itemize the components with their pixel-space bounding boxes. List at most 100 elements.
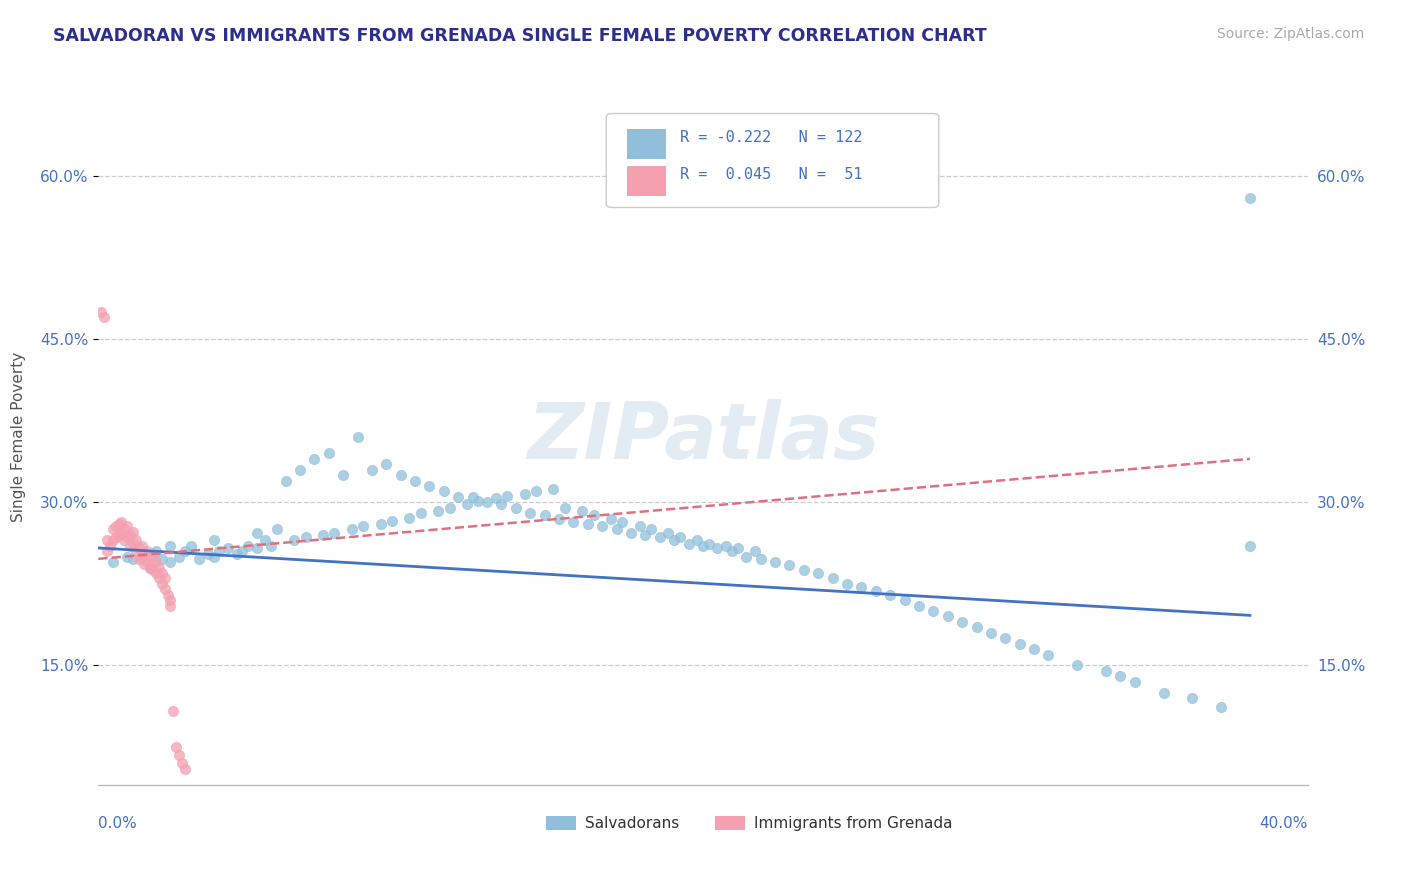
Point [139, 560, 162, 574]
Point [576, 516, 599, 531]
Point [893, 593, 915, 607]
Point [582, 508, 605, 523]
Point [101, 555, 124, 569]
Point [145, 566, 167, 580]
Point [571, 504, 593, 518]
Point [749, 551, 772, 566]
Text: Salvadorans: Salvadorans [585, 815, 679, 830]
Point [491, 498, 513, 512]
Point [381, 514, 404, 528]
Point [170, 756, 193, 771]
Point [197, 548, 219, 562]
Point [167, 747, 190, 762]
Point [312, 528, 335, 542]
Point [714, 539, 737, 553]
Point [851, 580, 873, 594]
Point [173, 762, 195, 776]
FancyBboxPatch shape [716, 816, 745, 830]
Point [513, 486, 536, 500]
Point [389, 468, 412, 483]
Point [148, 571, 170, 585]
Point [543, 482, 565, 496]
Point [352, 519, 374, 533]
Point [165, 739, 187, 754]
Point [562, 515, 585, 529]
Point [657, 525, 679, 540]
Point [678, 536, 700, 550]
Point [125, 544, 148, 558]
Point [922, 604, 945, 618]
Point [110, 525, 132, 540]
Point [134, 546, 156, 560]
Point [107, 528, 129, 542]
Y-axis label: Single Female Poverty: Single Female Poverty [11, 352, 27, 522]
Point [1095, 664, 1118, 678]
Point [1211, 699, 1233, 714]
Point [456, 498, 478, 512]
Point [104, 519, 127, 533]
Point [274, 474, 297, 488]
Point [524, 484, 547, 499]
Point [439, 500, 461, 515]
Point [283, 533, 305, 548]
Point [122, 535, 145, 549]
Point [107, 516, 129, 531]
Point [112, 523, 135, 537]
Point [720, 544, 742, 558]
Point [128, 541, 150, 555]
Point [139, 560, 162, 574]
Point [150, 551, 173, 566]
Point [122, 551, 145, 566]
Point [115, 519, 138, 533]
Point [159, 599, 181, 613]
Point [950, 615, 973, 629]
Point [418, 479, 440, 493]
Point [120, 528, 142, 542]
FancyBboxPatch shape [546, 816, 576, 830]
Point [404, 474, 426, 488]
Point [554, 500, 576, 515]
Point [835, 577, 858, 591]
Point [346, 430, 368, 444]
Text: R =  0.045   N =  51: R = 0.045 N = 51 [681, 168, 862, 182]
Point [254, 533, 277, 548]
Point [122, 524, 145, 539]
Point [150, 577, 173, 591]
Text: 0.0%: 0.0% [98, 816, 138, 831]
Point [706, 541, 728, 555]
Point [1123, 674, 1146, 689]
Text: 40.0%: 40.0% [1260, 816, 1308, 831]
Point [727, 541, 749, 555]
Point [548, 511, 571, 525]
Point [104, 530, 127, 544]
Point [173, 544, 195, 558]
Point [409, 506, 432, 520]
Point [288, 463, 311, 477]
Point [1239, 191, 1261, 205]
Point [628, 519, 651, 533]
Point [361, 463, 384, 477]
Point [145, 555, 167, 569]
Point [246, 541, 269, 555]
Point [697, 536, 720, 550]
Point [125, 533, 148, 548]
Point [879, 588, 901, 602]
FancyBboxPatch shape [627, 166, 665, 195]
Point [763, 555, 786, 569]
Point [96, 533, 118, 548]
Point [136, 555, 159, 569]
Text: ZIPatlas: ZIPatlas [527, 399, 879, 475]
Point [1153, 685, 1175, 699]
Point [606, 523, 628, 537]
FancyBboxPatch shape [627, 129, 665, 159]
Point [115, 549, 138, 564]
Point [128, 551, 150, 566]
Point [793, 563, 815, 577]
Point [153, 571, 176, 585]
Point [398, 510, 420, 524]
Point [519, 506, 541, 520]
Point [375, 457, 398, 471]
Point [112, 533, 135, 548]
FancyBboxPatch shape [606, 113, 939, 208]
Point [188, 551, 211, 566]
